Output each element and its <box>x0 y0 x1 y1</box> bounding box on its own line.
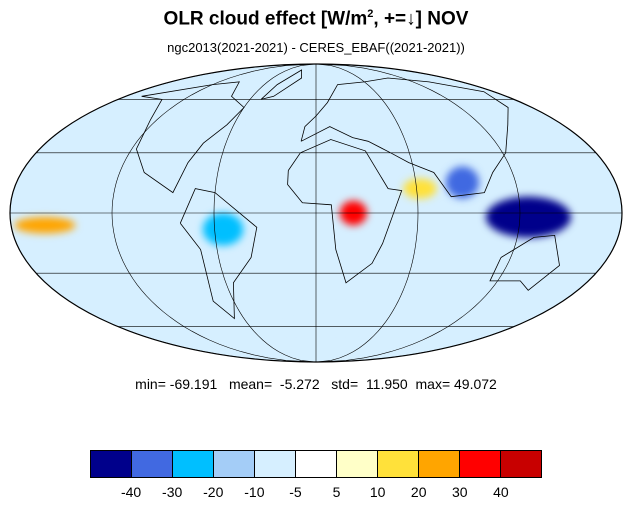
title-superscript: 2 <box>367 8 374 20</box>
anomaly-bay-of-bengal <box>445 166 480 199</box>
meridian-line <box>213 64 317 362</box>
globe-outline <box>9 63 623 363</box>
colorbar-label: -5 <box>289 484 302 500</box>
coastline-north-america <box>135 81 245 194</box>
anomaly-arabian-sea <box>403 178 437 199</box>
meridian-line <box>111 64 317 362</box>
meridian-line <box>315 64 419 362</box>
colorbar-label: 30 <box>452 484 468 500</box>
colorbar-box-3 <box>214 451 255 477</box>
map-panel <box>0 58 632 368</box>
colorbar-label: 20 <box>410 484 427 500</box>
colorbar-label: -30 <box>162 484 183 500</box>
colorbar-box-7 <box>378 451 419 477</box>
colorbar-box-4 <box>255 451 296 477</box>
plot-title: OLR cloud effect [W/m2, +=↓] NOV <box>0 8 632 30</box>
anomaly-east-pacific <box>14 217 76 234</box>
plot-subtitle: ngc2013(2021-2021) - CERES_EBAF((2021-20… <box>167 40 465 55</box>
coastline-south-america <box>179 188 258 320</box>
colorbar-box-6 <box>337 451 378 477</box>
anomaly-indo-pacific-warm-pool <box>485 196 571 238</box>
stat-max: 49.072 <box>454 376 497 392</box>
stat-min-label: min= <box>135 376 166 392</box>
colorbar-box-10 <box>501 451 541 477</box>
coastline-australia <box>489 234 560 291</box>
colorbar <box>90 450 542 478</box>
title-suffix: , +=↓] NOV <box>373 8 469 30</box>
mollweide-map <box>9 63 623 363</box>
stat-min: -69.191 <box>169 376 218 392</box>
colorbar-box-9 <box>460 451 501 477</box>
coastline-eurasia <box>300 77 509 198</box>
title-main: OLR cloud effect [W/m <box>163 8 368 30</box>
colorbar-box-1 <box>132 451 173 477</box>
colorbar-box-2 <box>173 451 214 477</box>
stat-std-label: std= <box>331 376 359 392</box>
coastline-greenland <box>260 69 302 100</box>
colorbar-box-5 <box>296 451 337 477</box>
colorbar-label: -10 <box>244 484 265 500</box>
colorbar-label: -20 <box>203 484 224 500</box>
stats-line: min= -69.191 mean= -5.272 std= 11.950 ma… <box>0 376 632 392</box>
colorbar-label: 10 <box>369 484 386 500</box>
colorbar-label: 40 <box>493 484 509 500</box>
anomaly-south-america <box>202 213 244 246</box>
stat-mean-label: mean= <box>228 376 273 392</box>
stat-mean: -5.272 <box>279 376 320 392</box>
colorbar-label: -40 <box>120 484 142 500</box>
anomaly-north-atlantic <box>254 110 296 139</box>
colorbar-label: 5 <box>332 484 341 500</box>
colorbar-labels: -40 -30 -20 -10 -5 5 10 20 30 40 <box>90 484 542 502</box>
map-field <box>10 64 622 362</box>
meridian-line <box>315 64 521 362</box>
coastline-africa <box>287 139 403 284</box>
stat-max-label: max= <box>415 376 451 392</box>
stat-std: 11.950 <box>365 376 408 392</box>
colorbar-box-0 <box>91 451 132 477</box>
colorbar-box-8 <box>419 451 460 477</box>
